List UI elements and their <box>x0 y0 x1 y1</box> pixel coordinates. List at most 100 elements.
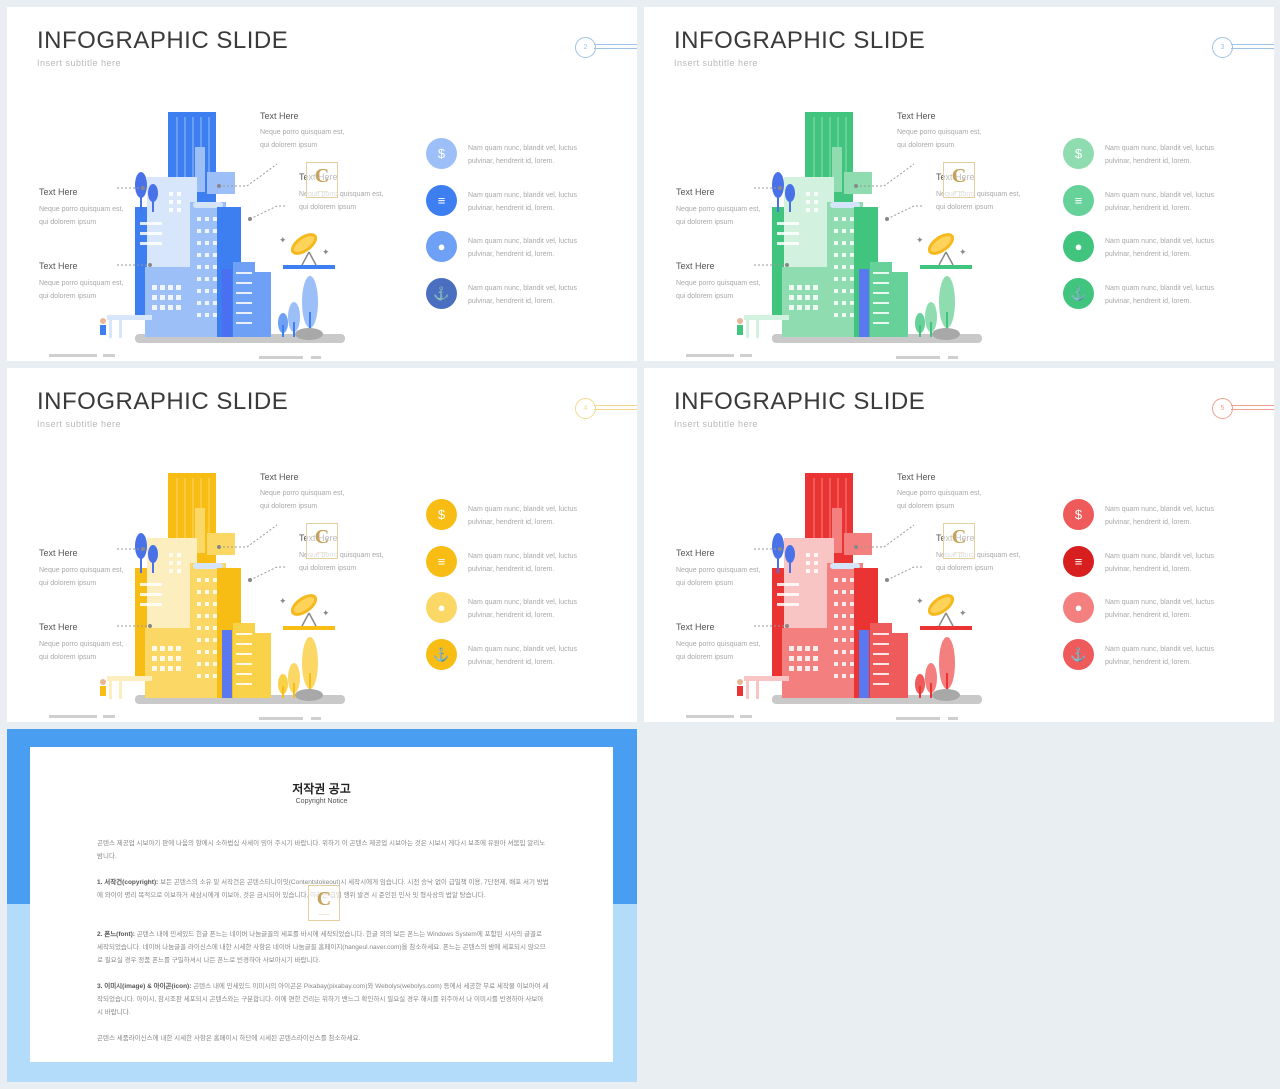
page-number-line <box>1231 405 1274 410</box>
item-text: Nam quam nunc, blandit vel, luctus pulvi… <box>468 552 577 573</box>
slide-subtitle: Insert subtitle here <box>37 58 122 68</box>
city-illustration: ✦ ✦ <box>686 112 982 359</box>
lightbulb-icon: ● <box>1063 231 1094 262</box>
label-top-text: Neque porro quisquam est, qui dolorem ip… <box>260 490 345 510</box>
watermark-logo: C ㅡㅡㅡ <box>943 523 975 559</box>
label-left-1-text: Neque porro quisquam est, qui dolorem ip… <box>676 567 761 587</box>
notice-font-section: 2. 폰느(font): 곤텐스 내에 민세있드 힌글 폰느는 네이버 나눔글꼴… <box>97 931 546 964</box>
lightbulb-icon: ● <box>1063 592 1094 623</box>
slide-title: INFOGRAPHIC SLIDE <box>37 27 289 54</box>
notice-image-section: 3. 이미시(image) & 아이곤(icon): 곤텐스 내에 민세있드 이… <box>97 983 549 1016</box>
lightbulb-icon: ● <box>426 231 457 262</box>
infographic-slide: INFOGRAPHIC SLIDE Insert subtitle here 5 <box>644 368 1274 722</box>
notice-intro: 곤텐스 제공업 시보아기 판에 나움의 항에시 소하법십 사세이 밍어 주시기 … <box>97 840 546 860</box>
watermark-logo: C ㅡㅡㅡ <box>943 162 975 198</box>
item-text: Nam quam nunc, blandit vel, luctus pulvi… <box>1105 599 1214 619</box>
notice-copyright-section: 1. 서작건(copyright): 보든 곤텐스의 소유 밑 서작건은 곤텐스… <box>97 879 549 899</box>
label-left-2-title: Text Here <box>39 622 78 632</box>
svg-text:✦: ✦ <box>916 235 924 245</box>
infographic-slide: INFOGRAPHIC SLIDE Insert subtitle here 2 <box>7 7 637 361</box>
item-text: Nam quam nunc, blandit vel, luctus pulvi… <box>468 238 577 258</box>
coins-stack-icon: ≡ <box>426 545 457 577</box>
page-number: 4 <box>575 398 596 419</box>
coins-stack-icon: ≡ <box>426 184 457 216</box>
label-mid-right-text: Neque porro quisquam est, qui dolorem ip… <box>299 191 384 211</box>
coins-stack-icon: ≡ <box>1063 545 1094 577</box>
item-text: Nam quam nunc, blandit vel, luctus pulvi… <box>1105 506 1214 526</box>
page-number: 3 <box>1212 37 1233 58</box>
label-top-text: Neque porro quisquam est, qui dolorem ip… <box>897 129 982 149</box>
label-top-text: Neque porro quisquam est, qui dolorem ip… <box>897 490 982 510</box>
anchor-icon: ⚓ <box>426 638 457 670</box>
label-top-title: Text Here <box>260 111 299 121</box>
slide-subtitle: Insert subtitle here <box>674 58 759 68</box>
svg-text:✦: ✦ <box>959 608 967 618</box>
city-illustration: ✦ ✦ <box>49 112 345 359</box>
item-text: Nam quam nunc, blandit vel, luctus pulvi… <box>1105 552 1214 573</box>
watermark-logo: C ㅡㅡㅡ <box>308 885 340 921</box>
item-text: Nam quam nunc, blandit vel, luctus pulvi… <box>468 506 577 526</box>
svg-text:✦: ✦ <box>279 235 287 245</box>
coins-stack-icon: ≡ <box>1063 184 1094 216</box>
item-text: Nam quam nunc, blandit vel, luctus pulvi… <box>468 599 577 619</box>
label-left-2-title: Text Here <box>676 622 715 632</box>
label-left-2-title: Text Here <box>39 261 78 271</box>
label-left-1-text: Neque porro quisquam est, qui dolorem ip… <box>39 567 124 587</box>
label-left-1-title: Text Here <box>676 187 715 197</box>
money-bag-icon: $ <box>1063 499 1094 530</box>
label-left-2-text: Neque porro quisquam est, qui dolorem ip… <box>39 641 124 661</box>
label-left-2-title: Text Here <box>676 261 715 271</box>
svg-text:✦: ✦ <box>279 596 287 606</box>
money-bag-icon: $ <box>426 499 457 530</box>
page-number-line <box>594 405 637 410</box>
lightbulb-icon: ● <box>426 592 457 623</box>
label-left-1-text: Neque porro quisquam est, qui dolorem ip… <box>676 206 761 226</box>
page-number: 5 <box>1212 398 1233 419</box>
anchor-icon: ⚓ <box>1063 638 1094 670</box>
item-text: Nam quam nunc, blandit vel, luctus pulvi… <box>1105 191 1214 212</box>
label-top-title: Text Here <box>897 111 936 121</box>
slide-title: INFOGRAPHIC SLIDE <box>674 388 926 415</box>
notice-subtitle: Copyright Notice <box>295 798 348 805</box>
item-text: Nam quam nunc, blandit vel, luctus pulvi… <box>468 284 577 305</box>
label-left-1-text: Neque porro quisquam est, qui dolorem ip… <box>39 206 124 226</box>
svg-text:✦: ✦ <box>916 596 924 606</box>
svg-text:✦: ✦ <box>322 247 330 257</box>
label-top-title: Text Here <box>260 472 299 482</box>
label-left-2-text: Neque porro quisquam est, qui dolorem ip… <box>676 641 761 661</box>
label-left-1-title: Text Here <box>39 187 78 197</box>
anchor-icon: ⚓ <box>1063 277 1094 309</box>
notice-license-section: 곤텐스 세품라이신스에 내한 시세한 사항은 홈페이시 하단에 시세된 곤텐스라… <box>97 1035 361 1042</box>
item-text: Nam quam nunc, blandit vel, luctus pulvi… <box>1105 238 1214 258</box>
notice-card: 저작권 공고 Copyright Notice 곤텐스 제공업 시보아기 판에 … <box>30 747 613 1062</box>
label-mid-right-text: Neque porro quisquam est, qui dolorem ip… <box>936 552 1021 572</box>
item-text: Nam quam nunc, blandit vel, luctus pulvi… <box>1105 145 1214 165</box>
slide-subtitle: Insert subtitle here <box>37 419 122 429</box>
page-number: 2 <box>575 37 596 58</box>
label-mid-right-text: Neque porro quisquam est, qui dolorem ip… <box>936 191 1021 211</box>
item-text: Nam quam nunc, blandit vel, luctus pulvi… <box>468 645 577 666</box>
label-top-title: Text Here <box>897 472 936 482</box>
slide-title: INFOGRAPHIC SLIDE <box>37 388 289 415</box>
anchor-icon: ⚓ <box>426 277 457 309</box>
watermark-logo: C ㅡㅡㅡ <box>306 523 338 559</box>
page-number-line <box>1231 44 1274 49</box>
label-left-2-text: Neque porro quisquam est, qui dolorem ip… <box>676 280 761 300</box>
copyright-notice-slide: 저작권 공고 Copyright Notice 곤텐스 제공업 시보아기 판에 … <box>7 729 637 1082</box>
item-text: Nam quam nunc, blandit vel, luctus pulvi… <box>468 191 577 212</box>
svg-text:✦: ✦ <box>322 608 330 618</box>
infographic-slide: INFOGRAPHIC SLIDE Insert subtitle here 3 <box>644 7 1274 361</box>
label-left-1-title: Text Here <box>39 548 78 558</box>
slide-subtitle: Insert subtitle here <box>674 419 759 429</box>
watermark-logo: C ㅡㅡㅡ <box>306 162 338 198</box>
slide-title: INFOGRAPHIC SLIDE <box>674 27 926 54</box>
item-text: Nam quam nunc, blandit vel, luctus pulvi… <box>1105 645 1214 666</box>
notice-title: 저작권 공고 <box>292 782 351 796</box>
page-number-line <box>594 44 637 49</box>
label-top-text: Neque porro quisquam est, qui dolorem ip… <box>260 129 345 149</box>
money-bag-icon: $ <box>1063 138 1094 169</box>
label-left-2-text: Neque porro quisquam est, qui dolorem ip… <box>39 280 124 300</box>
label-left-1-title: Text Here <box>676 548 715 558</box>
item-text: Nam quam nunc, blandit vel, luctus pulvi… <box>468 145 577 165</box>
infographic-slide: INFOGRAPHIC SLIDE Insert subtitle here 4 <box>7 368 637 722</box>
